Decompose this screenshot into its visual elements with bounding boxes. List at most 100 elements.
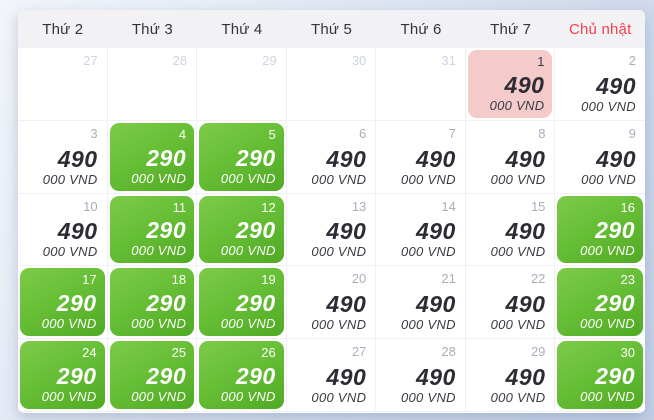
price-unit: 000 VND	[581, 171, 636, 187]
price-value: 290	[235, 362, 276, 389]
price-block: 290 000 VND	[42, 362, 97, 403]
promo-price-tile[interactable]: 5 290 000 VND	[199, 122, 284, 191]
day-number: 17	[82, 272, 97, 288]
price-unit: 000 VND	[400, 389, 456, 405]
promo-price-tile[interactable]: 23 290 000 VND	[557, 268, 643, 337]
price-block: 490 000 VND	[311, 220, 366, 259]
price-value: 290	[235, 217, 276, 244]
price-unit: 000 VND	[400, 317, 456, 333]
weekday-header-row: Thứ 2 Thứ 3 Thứ 4 Thứ 5 Thứ 6 Thứ 7 Chủ nhật	[18, 10, 645, 48]
price-block: 490 000 VND	[43, 220, 98, 259]
day-cell-13[interactable]: 13 490 000 VND	[286, 193, 377, 267]
day-cell-25[interactable]: 25 290 000 VND	[107, 339, 198, 412]
price-block: 490 000 VND	[491, 220, 546, 259]
day-cell-2[interactable]: 2 490 000 VND	[555, 48, 645, 121]
day-cell-8[interactable]: 8 490 000 VND	[465, 120, 556, 194]
price-block: 490 000 VND	[490, 147, 546, 187]
price-unit: 000 VND	[580, 388, 635, 404]
day-number: 31	[441, 53, 456, 68]
weekday-label-4: Thứ 5	[310, 20, 353, 38]
promo-price-tile[interactable]: 30 290 000 VND	[557, 341, 643, 409]
highlighted-date-tile[interactable]: 1 490 000 VND	[467, 50, 553, 118]
day-number: 6	[359, 125, 367, 141]
price-value: 490	[415, 291, 456, 318]
day-cell-28[interactable]: 28 490 000 VND	[376, 339, 466, 412]
price-block: 490 000 VND	[581, 147, 636, 187]
promo-price-tile[interactable]: 12 290 000 VND	[199, 195, 284, 264]
day-cell-3[interactable]: 3 490 000 VND	[18, 120, 108, 194]
promo-price-tile[interactable]: 4 290 000 VND	[109, 122, 195, 191]
price-value: 490	[326, 363, 367, 390]
day-cell-27: 27	[18, 48, 108, 121]
weekday-label-5: Thứ 6	[400, 20, 442, 38]
day-cell-30[interactable]: 30 290 000 VND	[555, 339, 645, 412]
price-block: 490 000 VND	[491, 293, 546, 332]
day-cell-9[interactable]: 9 490 000 VND	[555, 120, 645, 194]
price-value: 490	[326, 145, 367, 172]
price-unit: 000 VND	[490, 171, 546, 187]
day-cell-26[interactable]: 26 290 000 VND	[197, 339, 287, 412]
day-cell-20[interactable]: 20 490 000 VND	[286, 266, 377, 340]
day-cell-24[interactable]: 24 290 000 VND	[18, 339, 108, 412]
day-cell-29[interactable]: 29 490 000 VND	[465, 339, 556, 412]
promo-price-tile[interactable]: 16 290 000 VND	[557, 195, 643, 264]
day-cell-15[interactable]: 15 490 000 VND	[465, 193, 556, 267]
price-block: 290 000 VND	[131, 219, 187, 259]
price-block: 490 000 VND	[311, 145, 367, 186]
price-unit: 000 VND	[580, 316, 635, 332]
day-cell-27[interactable]: 27 490 000 VND	[286, 339, 377, 412]
day-number: 8	[538, 125, 546, 141]
promo-price-tile[interactable]: 25 290 000 VND	[109, 341, 195, 409]
day-cell-1[interactable]: 1 490 000 VND	[465, 48, 556, 121]
day-cell-16[interactable]: 16 290 000 VND	[555, 193, 645, 267]
promo-price-tile[interactable]: 24 290 000 VND	[20, 341, 105, 409]
promo-price-tile[interactable]: 26 290 000 VND	[199, 341, 284, 409]
day-cell-11[interactable]: 11 290 000 VND	[107, 193, 198, 267]
day-number: 3	[90, 125, 98, 141]
promo-price-tile[interactable]: 19 290 000 VND	[199, 268, 284, 337]
price-value: 290	[56, 362, 97, 389]
price-unit: 000 VND	[490, 389, 546, 405]
day-cell-6[interactable]: 6 490 000 VND	[286, 120, 377, 194]
calendar-grid: 27 28 29 30 31 1 490 000 VND 2 490 000 VND 3 490 000 …	[18, 48, 645, 412]
price-block: 290 000 VND	[131, 292, 186, 331]
day-cell-5[interactable]: 5 290 000 VND	[197, 120, 287, 194]
price-value: 490	[504, 71, 545, 98]
day-cell-17[interactable]: 17 290 000 VND	[18, 266, 108, 340]
promo-price-tile[interactable]: 17 290 000 VND	[20, 268, 105, 337]
day-number: 9	[628, 125, 636, 141]
day-cell-22[interactable]: 22 490 000 VND	[465, 266, 556, 340]
price-value: 490	[415, 363, 456, 390]
weekday-label-2: Thứ 3	[131, 20, 173, 38]
day-cell-14[interactable]: 14 490 000 VND	[376, 193, 466, 267]
promo-price-tile[interactable]: 18 290 000 VND	[109, 268, 195, 337]
price-value: 290	[595, 362, 635, 389]
price-block: 290 000 VND	[221, 146, 276, 185]
day-cell-4[interactable]: 4 290 000 VND	[107, 120, 198, 194]
weekday-label-6: Thứ 7	[490, 20, 532, 38]
price-unit: 000 VND	[131, 388, 187, 404]
price-unit: 000 VND	[131, 243, 187, 259]
price-value: 490	[415, 218, 456, 245]
day-number: 20	[351, 271, 367, 287]
price-value: 290	[595, 290, 635, 317]
promo-price-tile[interactable]: 11 290 000 VND	[109, 195, 195, 264]
day-cell-18[interactable]: 18 290 000 VND	[107, 266, 198, 340]
price-unit: 000 VND	[220, 388, 276, 404]
price-value: 290	[595, 217, 635, 244]
day-cell-12[interactable]: 12 290 000 VND	[197, 193, 287, 267]
day-cell-19[interactable]: 19 290 000 VND	[197, 266, 287, 340]
price-unit: 000 VND	[311, 389, 367, 405]
day-cell-30: 30	[286, 48, 377, 121]
day-number: 29	[262, 53, 277, 68]
day-number: 2	[628, 53, 636, 68]
day-cell-10[interactable]: 10 490 000 VND	[18, 193, 108, 267]
day-cell-21[interactable]: 21 490 000 VND	[376, 266, 466, 340]
price-unit: 000 VND	[400, 244, 456, 260]
day-cell-23[interactable]: 23 290 000 VND	[555, 266, 645, 340]
price-unit: 000 VND	[400, 171, 456, 187]
day-number: 24	[82, 345, 97, 361]
price-unit: 000 VND	[220, 316, 276, 332]
day-cell-7[interactable]: 7 490 000 VND	[376, 120, 466, 194]
day-number: 18	[171, 272, 187, 288]
